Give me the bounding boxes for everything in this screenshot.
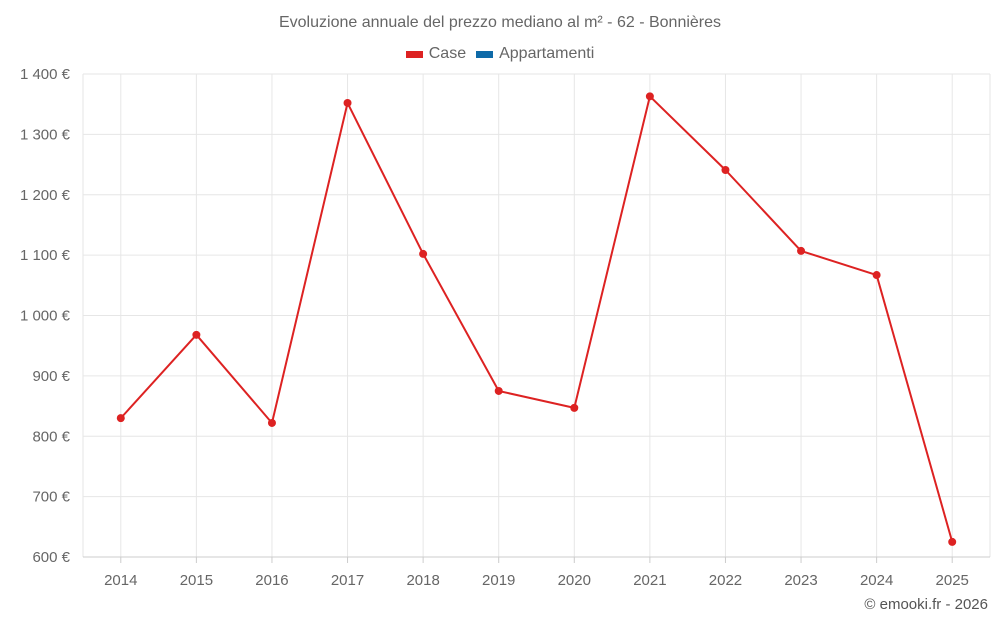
legend-item-appartamenti[interactable]: Appartamenti bbox=[476, 45, 594, 63]
legend-label-appartamenti: Appartamenti bbox=[499, 45, 595, 62]
data-point[interactable] bbox=[797, 246, 806, 255]
y-tick-label: 1 100 € bbox=[20, 247, 71, 264]
x-tick-label: 2015 bbox=[180, 572, 213, 589]
y-tick-label: 1 200 € bbox=[20, 187, 71, 204]
credit-text: © emooki.fr - 2026 bbox=[864, 596, 988, 613]
grid-lines bbox=[82, 73, 991, 557]
y-tick-label: 1 300 € bbox=[20, 126, 71, 143]
data-point[interactable] bbox=[645, 92, 654, 101]
x-tick-label: 2014 bbox=[104, 572, 137, 589]
y-tick-label: 600 € bbox=[32, 549, 70, 566]
x-tick-label: 2018 bbox=[406, 572, 439, 589]
series-line bbox=[120, 95, 954, 543]
x-tick-label: 2019 bbox=[482, 572, 515, 589]
x-tick-label: 2021 bbox=[633, 572, 666, 589]
data-point[interactable] bbox=[192, 330, 201, 339]
legend-swatch-case bbox=[405, 50, 423, 58]
x-tick-label: 2020 bbox=[558, 572, 591, 589]
legend-label-case: Case bbox=[428, 45, 467, 62]
data-point[interactable] bbox=[948, 537, 957, 546]
y-tick-label: 900 € bbox=[32, 368, 70, 385]
x-tick-label: 2024 bbox=[860, 572, 893, 589]
data-point[interactable] bbox=[872, 271, 881, 280]
data-point[interactable] bbox=[494, 386, 503, 395]
x-tick-label: 2025 bbox=[936, 572, 969, 589]
y-tick-label: 1 400 € bbox=[20, 66, 71, 83]
y-tick-label: 1 000 € bbox=[20, 308, 71, 325]
series-case bbox=[116, 92, 957, 546]
data-point[interactable] bbox=[570, 403, 579, 412]
y-tick-label: 800 € bbox=[32, 428, 70, 445]
x-tick-label: 2017 bbox=[331, 572, 364, 589]
x-axis: 2014 2015 2016 2017 2018 2019 2020 2021 2022 2023… bbox=[83, 556, 990, 589]
x-tick-label: 2016 bbox=[255, 572, 288, 589]
y-axis: 600 € 700 € 800 € 900 € 1 000 € 1 100 € 1 200 … bbox=[20, 66, 71, 566]
x-tick-label: 2022 bbox=[709, 572, 742, 589]
data-point[interactable] bbox=[419, 249, 428, 258]
chart-title: Evoluzione annuale del prezzo mediano al… bbox=[278, 14, 722, 31]
data-point[interactable] bbox=[343, 98, 352, 107]
data-point[interactable] bbox=[721, 165, 730, 174]
data-point[interactable] bbox=[116, 414, 125, 423]
legend-item-case[interactable]: Case bbox=[405, 45, 467, 63]
data-point[interactable] bbox=[267, 418, 276, 427]
legend-swatch-appartamenti bbox=[476, 50, 494, 58]
x-tick-label: 2023 bbox=[784, 572, 817, 589]
y-tick-label: 700 € bbox=[32, 489, 70, 506]
legend: Case Appartamenti bbox=[0, 45, 1000, 63]
